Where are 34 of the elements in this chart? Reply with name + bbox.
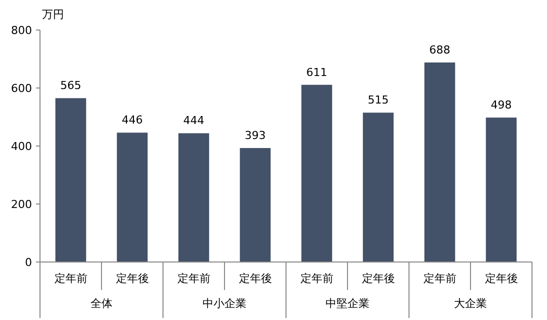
bar [240, 148, 271, 262]
data-label: 444 [183, 114, 204, 128]
text: 中小企業 [202, 297, 246, 310]
bar [362, 112, 394, 262]
data-label: 565 [60, 79, 82, 92]
data-label: 446 [122, 114, 143, 127]
x-tick-label: 定年後 [238, 272, 272, 285]
y-axis-title: 万円 [42, 8, 64, 21]
bar [116, 132, 148, 262]
x-tick-label: 定年後 [362, 272, 395, 285]
x-tick-label: 定年後 [484, 272, 518, 285]
y-tick-label: 0 [25, 256, 32, 269]
y-tick-label: 600 [11, 82, 32, 95]
y-tick-label: 200 [11, 198, 32, 211]
data-label: 611 [306, 66, 328, 79]
y-tick-label: 800 [11, 24, 32, 37]
bar [178, 133, 210, 262]
text: 全体 [90, 297, 112, 310]
x-tick-label: 定年前 [423, 272, 456, 285]
bar [424, 62, 456, 262]
x-tick-label: 定年前 [300, 272, 334, 285]
data-label: 688 [429, 43, 450, 56]
data-label: 498 [490, 98, 512, 112]
data-label: 515 [368, 94, 389, 107]
text: 大企業 [454, 297, 487, 310]
x-tick-label: 定年前 [54, 272, 88, 285]
bar [301, 84, 332, 262]
text: 中堅企業 [326, 297, 370, 310]
y-tick-label: 400 [11, 140, 32, 153]
x-tick-label: 定年後 [116, 272, 149, 285]
x-tick-label: 定年前 [177, 272, 210, 285]
bar [486, 118, 517, 262]
bar [55, 98, 86, 262]
data-label: 393 [244, 129, 266, 142]
